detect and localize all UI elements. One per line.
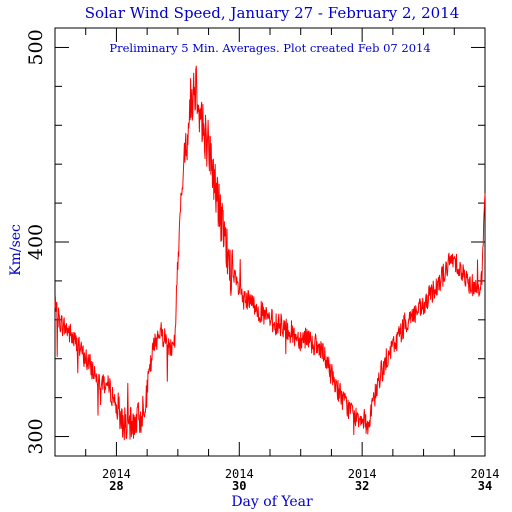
plot-frame bbox=[54, 27, 486, 457]
x-tick-label-day: 34 bbox=[478, 479, 492, 493]
y-tick-label: 500 bbox=[25, 29, 47, 65]
x-tick-label-day: 32 bbox=[355, 479, 369, 493]
y-tick-label: 400 bbox=[25, 224, 47, 260]
y-axis-tick-labels: 300 400 500 bbox=[25, 29, 47, 454]
chart-subtitle: Preliminary 5 Min. Averages. Plot create… bbox=[109, 41, 430, 55]
solar-wind-speed-line bbox=[54, 65, 486, 441]
axis-ticks bbox=[54, 28, 486, 456]
y-axis-label: Km/sec bbox=[8, 224, 24, 276]
x-tick-label-year: 2014 bbox=[102, 467, 131, 481]
x-axis-label: Day of Year bbox=[231, 494, 313, 510]
x-tick-label-day: 28 bbox=[109, 479, 123, 493]
x-tick-label-year: 2014 bbox=[471, 467, 500, 481]
x-tick-label-year: 2014 bbox=[225, 467, 254, 481]
chart-title: Solar Wind Speed, January 27 - February … bbox=[85, 4, 460, 22]
y-tick-label: 300 bbox=[25, 418, 47, 454]
x-tick-label-year: 2014 bbox=[348, 467, 377, 481]
x-tick-label-day: 30 bbox=[232, 479, 246, 493]
